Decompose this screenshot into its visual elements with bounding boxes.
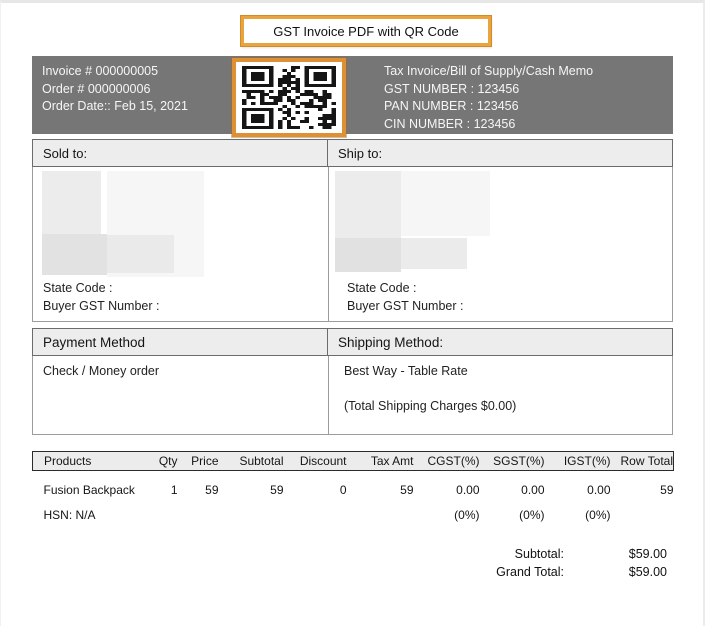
- products-table-body: Fusion Backpack 1 59 59 0 59 0.00 0.00 0.00 59 HSN…: [33, 471, 674, 528]
- redacted-address-block: [42, 171, 101, 234]
- table-cell: (0%): [454, 508, 480, 522]
- table-cell: HSN: N/A: [43, 508, 96, 522]
- table-cell: 0.00: [521, 483, 545, 497]
- table-cell: 59: [400, 483, 414, 497]
- table-column-header: Products: [32, 451, 148, 471]
- address-column-divider: [328, 167, 329, 321]
- grand-total-row: Grand Total: $59.00: [421, 563, 667, 581]
- shipping-charges: (Total Shipping Charges $0.00): [344, 399, 517, 413]
- cin-number: CIN NUMBER : 123456: [384, 116, 516, 131]
- invoice-header-right: Tax Invoice/Bill of Supply/Cash Memo GST…: [384, 63, 593, 133]
- payment-method-value: Check / Money order: [43, 364, 160, 378]
- qr-code-icon: [232, 58, 346, 137]
- table-column-header: SGST(%): [479, 451, 545, 471]
- totals-section: Subtotal: $59.00 Grand Total: $59.00: [421, 545, 667, 581]
- payment-section-header: Payment Method Shipping Method:: [32, 328, 673, 356]
- invoice-number: Invoice # 000000005: [42, 64, 159, 78]
- table-cell: (0%): [585, 508, 611, 522]
- payment-section-body: Check / Money order Best Way - Table Rat…: [32, 356, 673, 435]
- grand-total-value: $59.00: [628, 565, 667, 579]
- products-table-header: Products Qty Price Subtotal Discount Tax Amt C…: [32, 451, 674, 471]
- table-column-header: Tax Amt: [346, 451, 414, 471]
- ship-to-buyer-gst: Buyer GST Number :: [347, 299, 464, 313]
- address-section-header: Sold to: Ship to:: [32, 139, 673, 167]
- subtotal-value: $59.00: [628, 547, 667, 561]
- order-date: Order Date:: Feb 15, 2021: [42, 99, 188, 114]
- table-cell: 59: [270, 483, 284, 497]
- title-box: GST Invoice PDF with QR Code: [240, 15, 492, 47]
- ship-to-state-code: State Code :: [347, 281, 417, 295]
- payment-method-header: Payment Method: [33, 329, 328, 355]
- table-column-header: Discount: [283, 451, 347, 471]
- table-column-header: Qty: [147, 451, 178, 471]
- sold-to-label: Sold to:: [43, 145, 88, 161]
- table-cell: 59: [660, 483, 674, 497]
- table-cell: Fusion Backpack: [43, 483, 135, 497]
- shipping-method-value: Best Way - Table Rate: [344, 364, 468, 378]
- address-section-body: State Code : Buyer GST Number : State Co…: [32, 167, 673, 322]
- grand-total-label: Grand Total:: [496, 565, 564, 579]
- sold-to-header: Sold to:: [33, 140, 328, 166]
- table-cell: [284, 502, 347, 527]
- payment-column-divider: [328, 356, 329, 434]
- table-cell: [611, 502, 674, 527]
- sold-to-state-code: State Code :: [43, 281, 113, 295]
- payment-method-label: Payment Method: [43, 334, 146, 350]
- table-cell: (0%): [519, 508, 545, 522]
- redacted-address-block: [401, 171, 490, 236]
- table-cell: [347, 502, 414, 527]
- redacted-address-block: [42, 234, 107, 275]
- pan-number: PAN NUMBER : 123456: [384, 99, 519, 114]
- shipping-method-header: Shipping Method:: [328, 329, 672, 355]
- table-column-header: CGST(%): [413, 451, 480, 471]
- invoice-header-left: Invoice # 000000005 Order # 000000006 Or…: [42, 63, 188, 116]
- table-column-header: Row Total: [610, 451, 674, 471]
- shipping-method-label: Shipping Method:: [338, 334, 444, 350]
- products-table: Products Qty Price Subtotal Discount Tax Amt C…: [32, 451, 674, 527]
- table-column-header: Price: [177, 451, 219, 471]
- table-row: Fusion Backpack 1 59 59 0 59 0.00 0.00 0.00 59: [33, 471, 674, 503]
- table-cell: [148, 502, 178, 527]
- page-title: GST Invoice PDF with QR Code: [273, 23, 459, 39]
- subtotal-label: Subtotal:: [514, 547, 564, 561]
- document-type: Tax Invoice/Bill of Supply/Cash Memo: [384, 64, 594, 78]
- sold-to-buyer-gst: Buyer GST Number :: [43, 299, 160, 313]
- table-column-header: Subtotal: [218, 451, 284, 471]
- subtotal-row: Subtotal: $59.00: [421, 545, 667, 563]
- table-cell: 1: [170, 483, 178, 497]
- redacted-address-block: [335, 238, 401, 272]
- table-column-header: IGST(%): [544, 451, 611, 471]
- ship-to-header: Ship to:: [328, 140, 672, 166]
- table-cell: 0: [339, 483, 347, 497]
- table-cell: 0.00: [587, 483, 611, 497]
- table-cell: [219, 502, 284, 527]
- redacted-address-block: [335, 171, 401, 238]
- gst-number: GST NUMBER : 123456: [384, 81, 520, 96]
- table-row: HSN: N/A (0%) (0%) (0%): [33, 502, 674, 527]
- redacted-address-block: [107, 235, 174, 273]
- invoice-header-bar: Invoice # 000000005 Order # 000000006 Or…: [32, 56, 673, 134]
- redacted-address-block: [401, 238, 467, 269]
- order-number: Order # 000000006: [42, 81, 151, 96]
- ship-to-label: Ship to:: [338, 145, 383, 161]
- table-cell: 59: [205, 483, 219, 497]
- qr-code-image: [242, 66, 336, 129]
- table-cell: [178, 502, 219, 527]
- table-cell: 0.00: [456, 483, 480, 497]
